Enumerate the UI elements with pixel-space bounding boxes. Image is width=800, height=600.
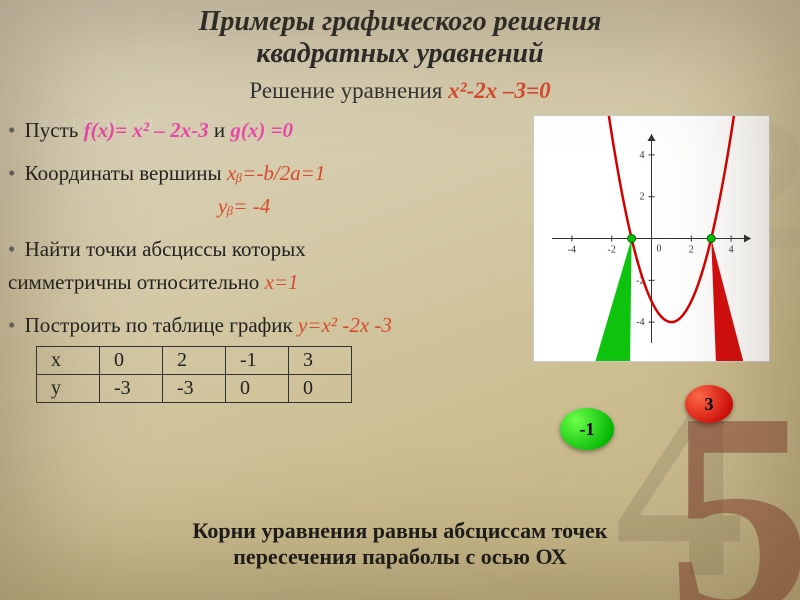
cell: -3 xyxy=(163,375,226,403)
cell: 0 xyxy=(289,375,352,403)
cell: 0 xyxy=(100,347,163,375)
subtitle-text: Решение уравнения xyxy=(249,78,448,103)
svg-text:4: 4 xyxy=(729,245,734,256)
text: Корни уравнения равны абсциссам точек xyxy=(193,518,608,543)
gx-expr: g(x) =0 xyxy=(230,118,293,142)
values-table: x 0 2 -1 3 y -3 -3 0 0 xyxy=(36,346,352,403)
svg-text:2: 2 xyxy=(689,245,694,256)
cell: 0 xyxy=(226,375,289,403)
svg-text:-4: -4 xyxy=(636,317,644,328)
subtitle: Решение уравнения x²-2x –3=0 xyxy=(0,78,800,104)
page-title: Примеры графического решения квадратных … xyxy=(0,6,800,70)
root-callout-minus1: -1 xyxy=(560,408,614,450)
text: пересечения параболы с осью ОХ xyxy=(233,544,567,569)
table-row: x 0 2 -1 3 xyxy=(37,347,352,375)
callout-label: 3 xyxy=(705,394,714,415)
svg-text:-4: -4 xyxy=(568,245,576,256)
text: симметричны относительно xyxy=(8,270,265,294)
svg-text:0: 0 xyxy=(657,244,662,255)
symmetry: х=1 xyxy=(265,270,299,294)
bottom-conclusion: Корни уравнения равны абсциссам точек пе… xyxy=(0,518,800,570)
svg-text:-2: -2 xyxy=(608,245,616,256)
slide: 2 4 5 Примеры графического решения квадр… xyxy=(0,0,800,600)
cell: 2 xyxy=(163,347,226,375)
cell: -1 xyxy=(226,347,289,375)
title-line-2: квадратных уравнений xyxy=(256,38,543,69)
cell: 3 xyxy=(289,347,352,375)
svg-text:2: 2 xyxy=(640,192,645,203)
cell: y xyxy=(37,375,100,403)
cell: -3 xyxy=(100,375,163,403)
text: Пусть xyxy=(25,118,84,142)
parabola-chart: -4-4-2-222440 xyxy=(533,115,770,362)
content-area: Пусть f(x)= x² – 2x-3 и g(x) =0 Координа… xyxy=(8,110,528,403)
title-line-1: Примеры графического решения xyxy=(199,6,602,37)
table-row: y -3 -3 0 0 xyxy=(37,375,352,403)
text: и xyxy=(214,118,231,142)
text: Координаты вершины xyxy=(25,161,227,185)
cell: x xyxy=(37,347,100,375)
y-expr: у=x² -2x -3 xyxy=(298,313,392,337)
line-3: уᵦ= -4 xyxy=(218,194,528,219)
subtitle-equation: x²-2x –3=0 xyxy=(448,78,550,103)
vertex-y: уᵦ= -4 xyxy=(218,194,270,218)
line-4a: Найти точки абсциссы которых xyxy=(8,237,528,262)
line-1: Пусть f(x)= x² – 2x-3 и g(x) =0 xyxy=(8,118,528,143)
vertex-x: xᵦ=-b/2а=1 xyxy=(227,161,325,185)
line-4b: симметричны относительно х=1 xyxy=(8,270,528,295)
callout-label: -1 xyxy=(580,419,595,440)
line-5: Построить по таблице график у=x² -2x -3 xyxy=(8,313,528,338)
text: Найти точки абсциссы которых xyxy=(25,237,306,261)
text: Построить по таблице график xyxy=(25,313,298,337)
line-2: Координаты вершины xᵦ=-b/2а=1 xyxy=(8,161,528,186)
svg-text:4: 4 xyxy=(640,150,645,161)
root-callout-3: 3 xyxy=(685,385,733,423)
fx-expr: f(x)= x² – 2x-3 xyxy=(84,118,214,142)
